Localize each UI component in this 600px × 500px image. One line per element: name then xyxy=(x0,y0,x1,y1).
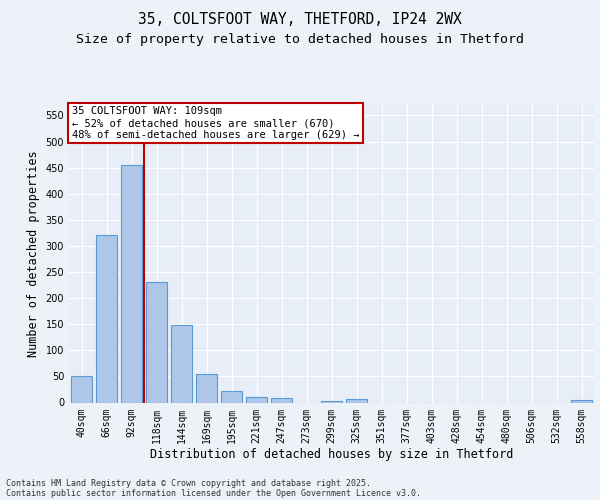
Bar xyxy=(271,398,292,402)
Bar xyxy=(346,400,367,402)
Text: Contains HM Land Registry data © Crown copyright and database right 2025.: Contains HM Land Registry data © Crown c… xyxy=(6,478,371,488)
Text: Size of property relative to detached houses in Thetford: Size of property relative to detached ho… xyxy=(76,32,524,46)
Text: 35 COLTSFOOT WAY: 109sqm
← 52% of detached houses are smaller (670)
48% of semi-: 35 COLTSFOOT WAY: 109sqm ← 52% of detach… xyxy=(71,106,359,140)
Bar xyxy=(121,165,142,402)
Bar xyxy=(71,376,92,402)
Text: 35, COLTSFOOT WAY, THETFORD, IP24 2WX: 35, COLTSFOOT WAY, THETFORD, IP24 2WX xyxy=(138,12,462,28)
Y-axis label: Number of detached properties: Number of detached properties xyxy=(27,150,40,357)
Bar xyxy=(571,400,592,402)
Bar xyxy=(96,236,117,402)
X-axis label: Distribution of detached houses by size in Thetford: Distribution of detached houses by size … xyxy=(150,448,513,461)
Bar xyxy=(246,398,267,402)
Bar xyxy=(221,391,242,402)
Bar xyxy=(146,282,167,403)
Bar xyxy=(196,374,217,402)
Bar xyxy=(171,326,192,402)
Text: Contains public sector information licensed under the Open Government Licence v3: Contains public sector information licen… xyxy=(6,488,421,498)
